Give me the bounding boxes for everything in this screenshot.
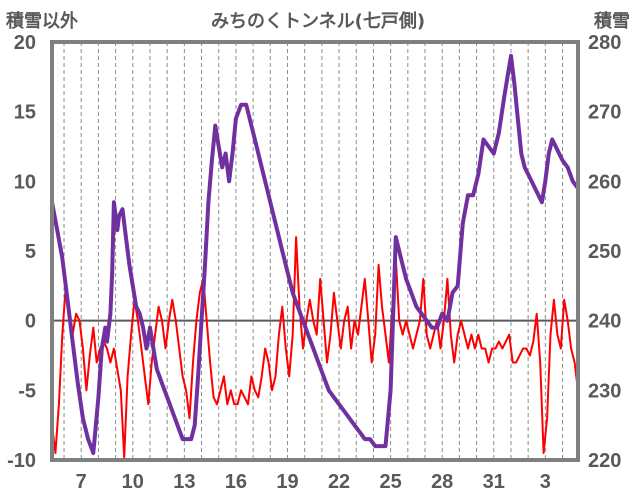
x-tick-label: 16 — [225, 471, 247, 493]
x-tick-label: 19 — [276, 471, 298, 493]
x-tick-label: 28 — [431, 471, 453, 493]
right-tick-label: 280 — [588, 32, 621, 54]
x-tick-label: 10 — [122, 471, 144, 493]
left-tick-label: 20 — [14, 32, 36, 54]
plot-frame — [50, 40, 580, 462]
x-tick-label: 25 — [380, 471, 402, 493]
snow-depth-line — [50, 53, 580, 455]
right-tick-label: 240 — [588, 311, 621, 333]
left-tick-label: 5 — [25, 241, 36, 263]
left-tick-label: 15 — [14, 102, 36, 124]
left-tick-label: -10 — [7, 450, 36, 472]
x-tick-label: 31 — [483, 471, 505, 493]
x-tick-label: 3 — [540, 471, 551, 493]
left-axis-title: 積雪以外 — [6, 11, 78, 32]
other-measure-line — [51, 236, 579, 459]
right-tick-label: 230 — [588, 380, 621, 402]
left-tick-label: -5 — [18, 380, 36, 402]
left-tick-label: 0 — [25, 311, 36, 333]
x-tick-label: 7 — [76, 471, 87, 493]
right-tick-label: 270 — [588, 102, 621, 124]
right-tick-label: 220 — [588, 450, 621, 472]
chart-title: みちのくトンネル(七戸側) — [210, 11, 426, 32]
left-tick-label: 10 — [14, 171, 36, 193]
right-tick-label: 250 — [588, 241, 621, 263]
x-tick-label: 22 — [328, 471, 350, 493]
right-tick-label: 260 — [588, 171, 621, 193]
right-axis-title: 積雪 — [594, 11, 630, 32]
x-tick-label: 13 — [173, 471, 195, 493]
